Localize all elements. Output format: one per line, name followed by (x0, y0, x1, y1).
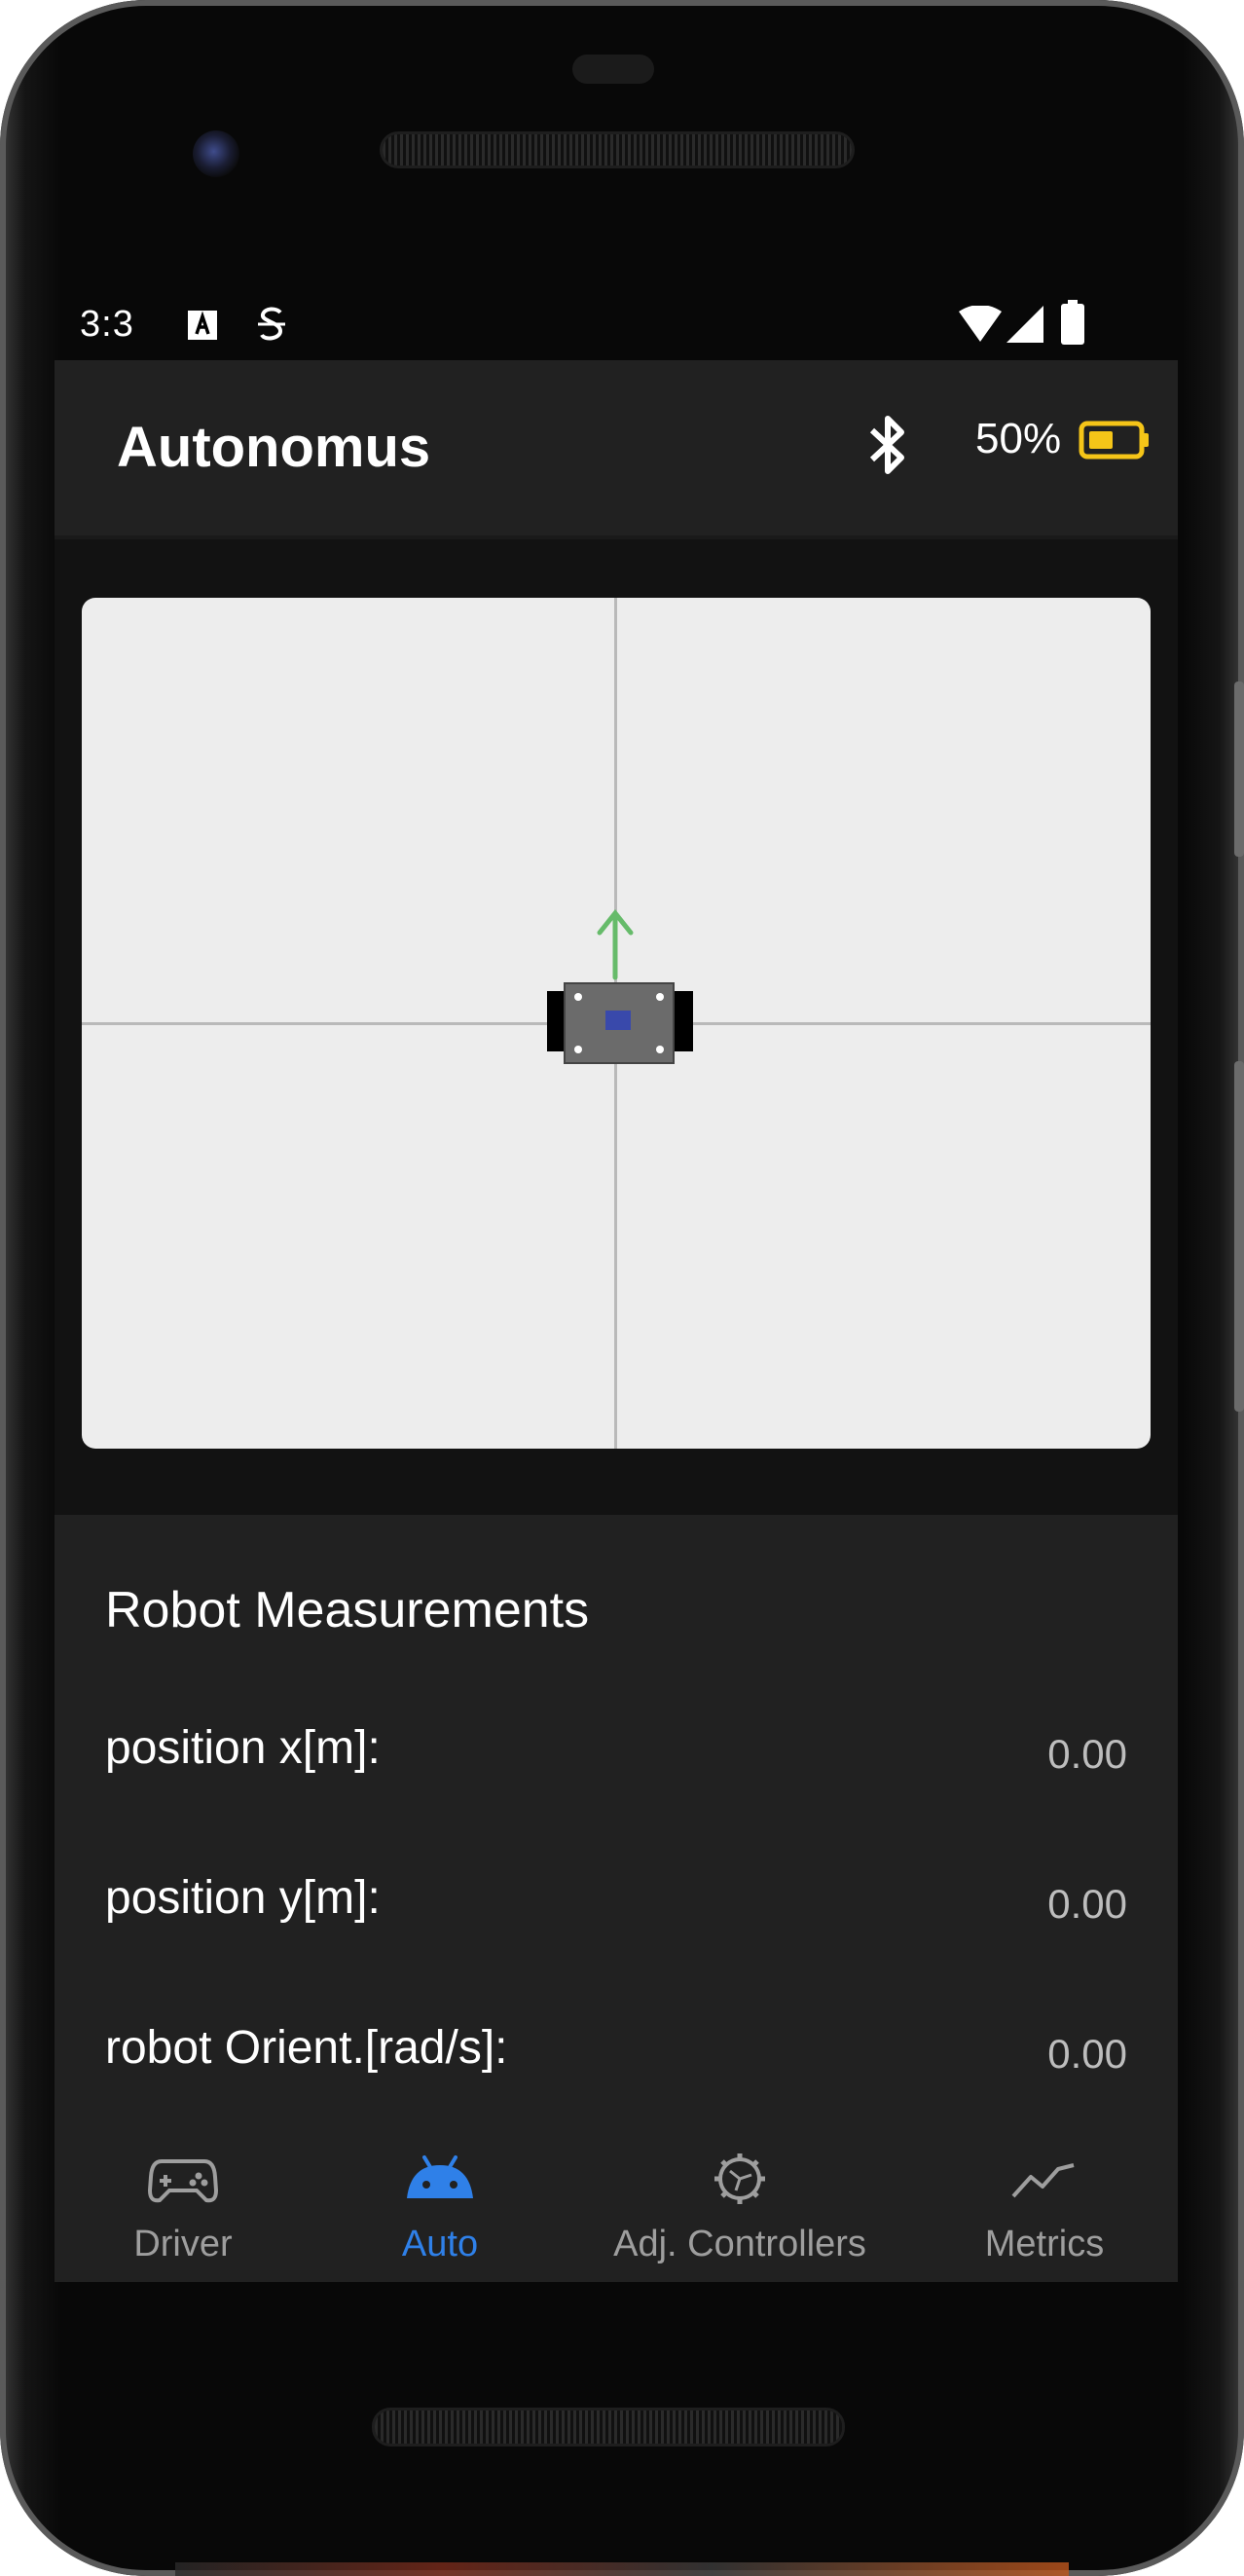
robot-measurements-panel: Robot Measurements position x[m]: 0.00 p… (55, 1515, 1178, 2128)
measurement-label: position y[m]: (105, 1872, 381, 1924)
status-bar: 3:3 (55, 292, 1178, 360)
gear-icon (714, 2153, 765, 2204)
nav-item-metrics[interactable]: Metrics (911, 2128, 1178, 2282)
nav-label-auto: Auto (401, 2224, 479, 2264)
page-title: Autonomus (117, 416, 431, 479)
measurement-row-orientation: robot Orient.[rad/s]: 0.00 (105, 2021, 1127, 2089)
wifi-icon (959, 306, 1002, 342)
bottom-speaker (375, 2410, 842, 2444)
volume-button (1234, 681, 1244, 857)
nav-item-adj-controllers[interactable]: Adj. Controllers (568, 2128, 911, 2282)
battery-percent: 50% (975, 415, 1062, 462)
robot-map-canvas[interactable] (82, 598, 1151, 1449)
android-icon (407, 2155, 473, 2198)
nav-label-driver: Driver (133, 2224, 233, 2264)
signal-icon (1006, 306, 1043, 343)
sensor-slot (572, 55, 654, 84)
measurements-title: Robot Measurements (105, 1582, 590, 1638)
phone-bottom-edge (175, 2562, 1069, 2576)
app-bar: Autonomus 50% (55, 360, 1178, 539)
sim-card-icon (258, 307, 285, 341)
measurement-value: 0.00 (1047, 2031, 1127, 2077)
nav-label-metrics: Metrics (984, 2224, 1105, 2264)
measurement-row-position-y: position y[m]: 0.00 (105, 1871, 1127, 1939)
nav-item-auto[interactable]: Auto (311, 2128, 568, 2282)
notification-a-icon (188, 311, 217, 340)
gamepad-icon (148, 2159, 218, 2203)
line-chart-icon (1011, 2163, 1075, 2198)
measurement-label: position x[m]: (105, 1722, 381, 1774)
top-speaker (383, 134, 852, 166)
measurement-row-position-x: position x[m]: 0.00 (105, 1721, 1127, 1789)
bluetooth-icon[interactable] (862, 411, 913, 479)
app-screen: Autonomus 50% (55, 360, 1178, 2282)
battery-icon (1061, 300, 1084, 345)
battery-half-icon (1079, 421, 1149, 460)
bottom-navigation: Driver Auto Adj. Controllers (55, 2128, 1178, 2282)
measurement-value: 0.00 (1047, 1881, 1127, 1927)
measurement-label: robot Orient.[rad/s]: (105, 2022, 508, 2074)
nav-label-adj-controllers: Adj. Controllers (613, 2224, 866, 2264)
robot-marker (547, 908, 693, 1064)
nav-item-driver[interactable]: Driver (55, 2128, 311, 2282)
measurement-value: 0.00 (1047, 1731, 1127, 1777)
power-button (1234, 1061, 1244, 1412)
status-time: 3:3 (80, 304, 134, 345)
front-camera (193, 130, 239, 177)
